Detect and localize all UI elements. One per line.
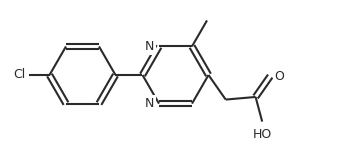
Text: HO: HO: [253, 128, 272, 141]
Text: Cl: Cl: [13, 69, 25, 81]
Text: O: O: [275, 70, 285, 83]
Text: N: N: [145, 97, 155, 110]
Text: N: N: [145, 40, 155, 53]
